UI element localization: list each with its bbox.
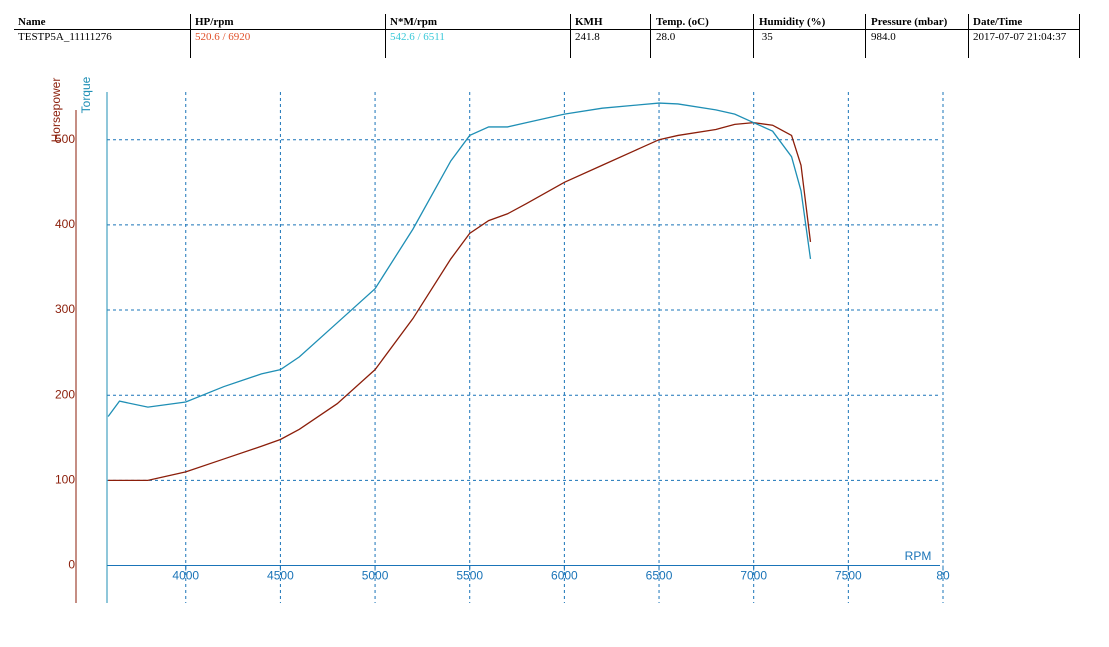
- y-tick-label: 0: [68, 558, 75, 572]
- column-header: N*M/rpm: [390, 16, 438, 28]
- cell-value: 520.6 / 6920: [195, 31, 251, 43]
- y2-axis-title: Torque: [79, 76, 93, 113]
- column-header: Temp. (oC): [656, 16, 709, 28]
- cell-value: TESTP5A_11111276: [18, 31, 112, 43]
- header-rule: [14, 29, 1080, 30]
- y-tick-label: 400: [55, 217, 75, 231]
- cell-value: 35: [759, 31, 773, 43]
- x-tick-label: 5000: [362, 569, 389, 583]
- x-tick-label: 7500: [835, 569, 862, 583]
- x-tick-label: 7000: [740, 569, 767, 583]
- x-tick-label: 5500: [456, 569, 483, 583]
- x-tick-label: 4500: [267, 569, 294, 583]
- column-header: Pressure (mbar): [871, 16, 948, 28]
- cell-value: 2017-07-07 21:04:37: [973, 31, 1067, 43]
- cell-value: 241.8: [575, 31, 600, 43]
- x-tick-label: 80: [936, 569, 950, 583]
- column-separator: [190, 14, 191, 58]
- column-separator: [1079, 14, 1080, 58]
- x-tick-label: 6000: [551, 569, 578, 583]
- column-header: Name: [18, 16, 46, 28]
- cell-value: 28.0: [656, 31, 676, 43]
- cell-value: 542.6 / 6511: [390, 31, 445, 43]
- y-tick-label: 200: [55, 387, 75, 401]
- series-line: [108, 122, 812, 482]
- y-tick-label: 100: [55, 473, 75, 487]
- column-separator: [385, 14, 386, 58]
- x-tick-label: 6500: [646, 569, 673, 583]
- column-header: KMH: [575, 16, 603, 28]
- x-tick-label: 4000: [172, 569, 199, 583]
- cell-value: 984.0: [871, 31, 896, 43]
- column-separator: [570, 14, 571, 58]
- column-header: Date/Time: [973, 16, 1023, 28]
- series-line: [107, 102, 812, 417]
- column-separator: [650, 14, 651, 58]
- column-separator: [753, 14, 754, 58]
- x-axis-title: RPM: [905, 549, 932, 563]
- column-header: HP/rpm: [195, 16, 234, 28]
- column-separator: [968, 14, 969, 58]
- y-axis-title: Horsepower: [49, 78, 63, 143]
- column-header: Humidity (%): [759, 16, 826, 28]
- column-separator: [865, 14, 866, 58]
- y-tick-label: 500: [55, 132, 75, 146]
- y-tick-label: 300: [55, 302, 75, 316]
